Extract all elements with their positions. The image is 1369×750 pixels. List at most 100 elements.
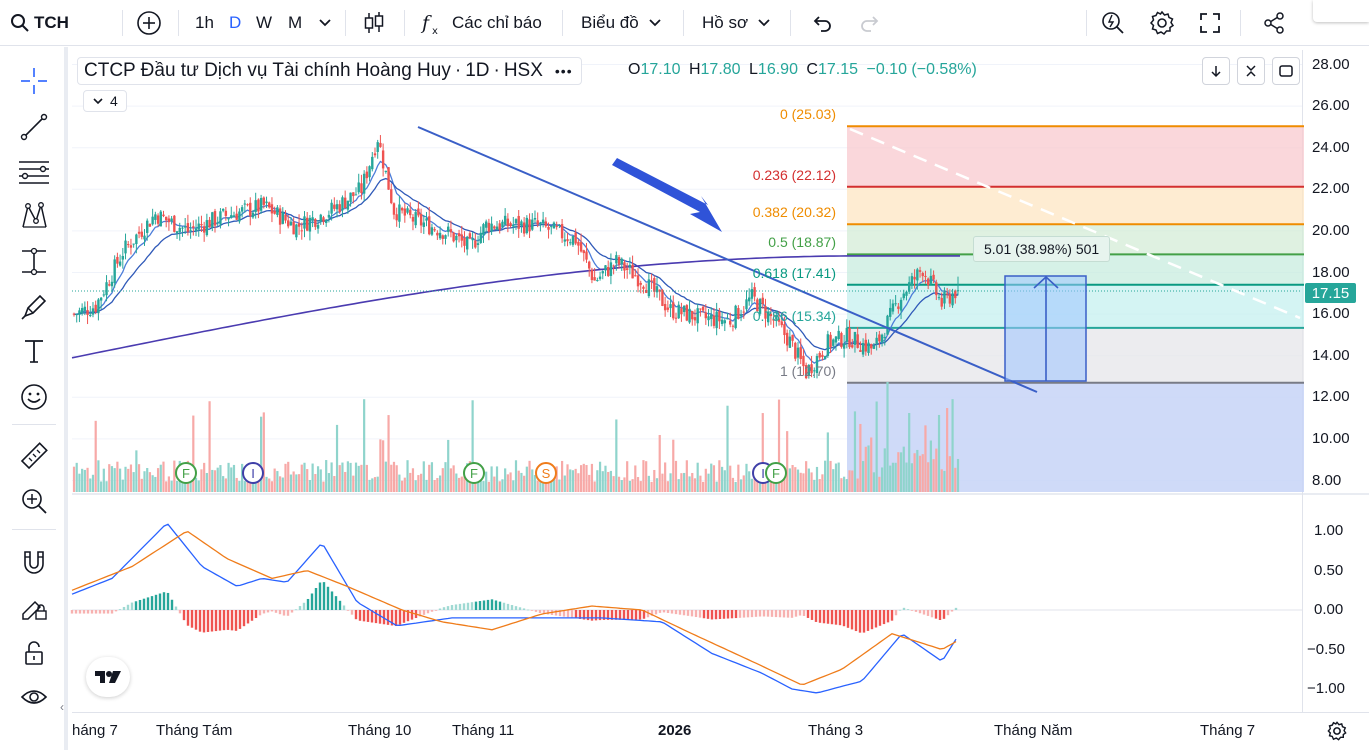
volume-bar	[691, 472, 694, 492]
macd-histogram-bar	[822, 610, 826, 624]
ruler-tool[interactable]	[14, 438, 54, 474]
symbol-search[interactable]: TCH	[10, 0, 69, 46]
volume-bar	[463, 470, 466, 492]
volume-bar	[891, 462, 895, 492]
interval-1h[interactable]: 1h	[195, 13, 214, 32]
volume-bar	[490, 466, 493, 492]
fib-icon	[19, 161, 49, 184]
interval-w[interactable]: W	[256, 13, 273, 32]
lock-drawings-tool[interactable]	[14, 589, 54, 625]
zoom-tool[interactable]	[14, 483, 54, 519]
macd-histogram-bar	[194, 610, 198, 630]
emoji-tool[interactable]	[14, 379, 54, 415]
unlock-tool[interactable]	[14, 635, 54, 671]
candle-body	[259, 197, 263, 211]
time-tick-label: Tháng 3	[808, 722, 864, 739]
text-tool[interactable]	[14, 333, 54, 369]
candle-body	[734, 305, 737, 329]
volume-bar	[544, 481, 547, 492]
macd-histogram-bar	[734, 610, 738, 619]
candle-body	[251, 212, 255, 218]
trendline-tool[interactable]	[14, 109, 54, 145]
interval-d[interactable]: D	[229, 13, 242, 32]
candle-body	[937, 297, 941, 299]
chart-type-button[interactable]	[362, 0, 386, 46]
volume-bar	[552, 477, 556, 492]
volume-bar	[373, 477, 377, 492]
volume-bar	[802, 473, 805, 492]
volume-bar	[203, 462, 206, 492]
candle-body	[94, 304, 97, 312]
macd-histogram-bar	[510, 605, 514, 610]
macd-histogram-bar	[670, 610, 674, 614]
volume-bar	[270, 481, 274, 492]
volume-bar	[647, 475, 650, 492]
magnet-tool[interactable]	[14, 545, 54, 581]
candle-body	[311, 217, 314, 221]
macd-line	[71, 523, 957, 694]
fullscreen-button[interactable]	[1198, 0, 1222, 46]
candle-body	[731, 325, 735, 327]
macd-histogram-bar	[234, 610, 238, 631]
event-marker[interactable]: S	[535, 462, 557, 484]
price-tick-label: 12.00	[1312, 388, 1350, 406]
settings-button[interactable]	[1148, 0, 1176, 46]
time-tick-label: Tháng 7	[1200, 722, 1256, 739]
event-marker[interactable]: F	[463, 462, 485, 484]
volume-bar	[173, 460, 176, 492]
event-marker[interactable]: I	[242, 462, 264, 484]
hide-drawings-tool[interactable]	[14, 679, 54, 715]
profile-menu-button[interactable]: Hồ sơ	[702, 0, 771, 46]
volume-bar	[127, 468, 130, 492]
candle-body	[495, 226, 499, 231]
event-marker[interactable]: F	[765, 462, 787, 484]
volume-bar	[83, 469, 86, 492]
volume-bar	[392, 461, 396, 492]
interval-dropdown[interactable]	[318, 0, 332, 46]
scroll-down-button[interactable]	[1202, 57, 1230, 85]
symbol-legend[interactable]: CTCP Đầu tư Dịch vụ Tài chính Hoàng Huy …	[77, 57, 582, 85]
volume-bar	[436, 478, 439, 492]
chart-menu-button[interactable]: Biểu đồ	[581, 0, 662, 46]
quick-search-button[interactable]	[1100, 0, 1126, 46]
projection-tool[interactable]	[14, 243, 54, 279]
volume-bar	[927, 462, 930, 492]
volume-bar	[753, 477, 756, 492]
brush-tool[interactable]	[14, 289, 54, 325]
candle-body	[430, 227, 434, 235]
lock-drawings-icon	[22, 600, 47, 620]
macd-histogram-bar	[346, 610, 350, 611]
maximize-pane-button[interactable]	[1272, 57, 1300, 85]
macd-histogram-bar	[118, 609, 122, 610]
volume-bar	[837, 462, 840, 492]
candle-body	[80, 308, 84, 314]
fib-tool[interactable]	[14, 154, 54, 190]
event-marker[interactable]: F	[175, 462, 197, 484]
volume-bar	[783, 470, 786, 492]
undo-button[interactable]	[812, 0, 834, 46]
share-button[interactable]	[1262, 0, 1286, 46]
volume-bar	[845, 479, 848, 492]
volume-bar	[791, 465, 794, 492]
legend-more-icon[interactable]: •••	[554, 63, 573, 79]
volume-bar	[951, 399, 954, 492]
candle-body	[352, 192, 355, 197]
candle-body	[124, 240, 127, 254]
indicators-collapse-button[interactable]: 4	[83, 90, 127, 112]
candle-body	[208, 219, 211, 228]
volume-bar	[596, 470, 599, 492]
time-axis-settings-button[interactable]	[1326, 720, 1348, 747]
crosshair-tool[interactable]	[14, 63, 54, 99]
collapse-pane-button[interactable]	[1237, 57, 1265, 85]
candle-body	[577, 241, 580, 246]
candle-body	[571, 236, 575, 245]
pattern-tool[interactable]	[14, 198, 54, 234]
interval-m[interactable]: M	[288, 13, 303, 32]
volume-bar	[94, 420, 97, 492]
redo-button[interactable]	[858, 0, 880, 46]
sidebar-collapse-handle[interactable]: ‹	[60, 700, 64, 714]
macd-histogram-bar	[86, 610, 90, 614]
add-symbol-button[interactable]	[136, 0, 162, 46]
